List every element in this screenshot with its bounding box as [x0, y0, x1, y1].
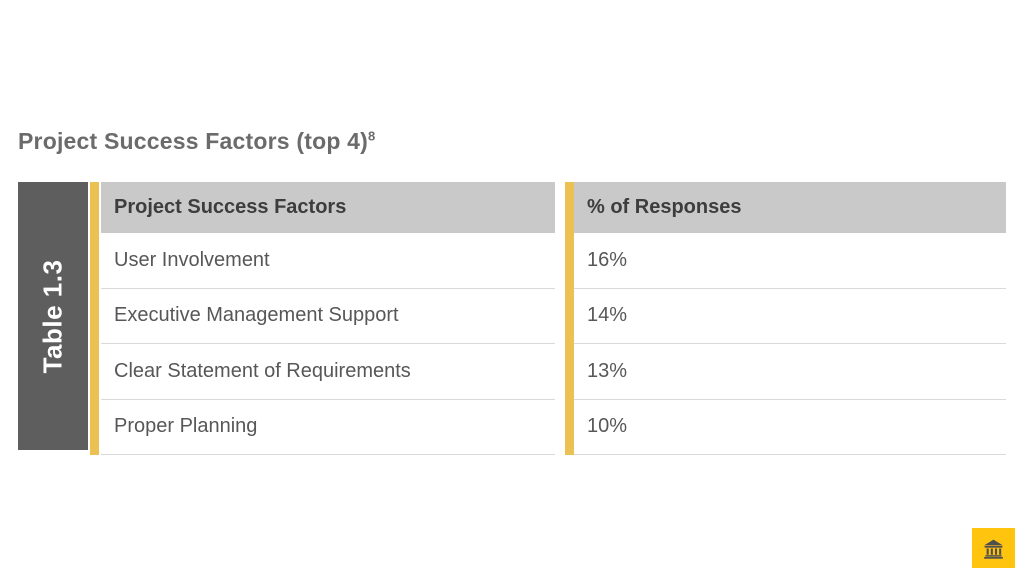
- table-label-strip: Table 1.3: [18, 182, 88, 450]
- table-row-factor: Clear Statement of Requirements: [101, 344, 555, 400]
- table-row-factor: Proper Planning: [101, 399, 555, 455]
- bank-icon: [981, 536, 1006, 561]
- column-header-responses: % of Responses: [574, 182, 1006, 233]
- table-row-pct: 16%: [574, 233, 1006, 289]
- page-title: Project Success Factors (top 4)8: [18, 128, 375, 155]
- column-factors: Project Success Factors User Involvement…: [101, 182, 555, 455]
- success-factors-table: Table 1.3 Project Success Factors User I…: [18, 182, 1006, 455]
- table-row-factor: User Involvement: [101, 233, 555, 289]
- table-row-pct: 13%: [574, 344, 1006, 400]
- accent-bar-right: [565, 182, 574, 455]
- accent-bar-left: [90, 182, 99, 455]
- brand-badge: [972, 528, 1015, 568]
- page-title-superscript: 8: [368, 128, 376, 144]
- table-row-pct: 14%: [574, 288, 1006, 344]
- table-row-pct: 10%: [574, 399, 1006, 455]
- column-header-factors: Project Success Factors: [101, 182, 555, 233]
- page-title-text: Project Success Factors (top 4): [18, 128, 369, 154]
- column-responses: % of Responses 16% 14% 13% 10%: [574, 182, 1006, 455]
- table-row-factor: Executive Management Support: [101, 288, 555, 344]
- table-label: Table 1.3: [37, 259, 68, 373]
